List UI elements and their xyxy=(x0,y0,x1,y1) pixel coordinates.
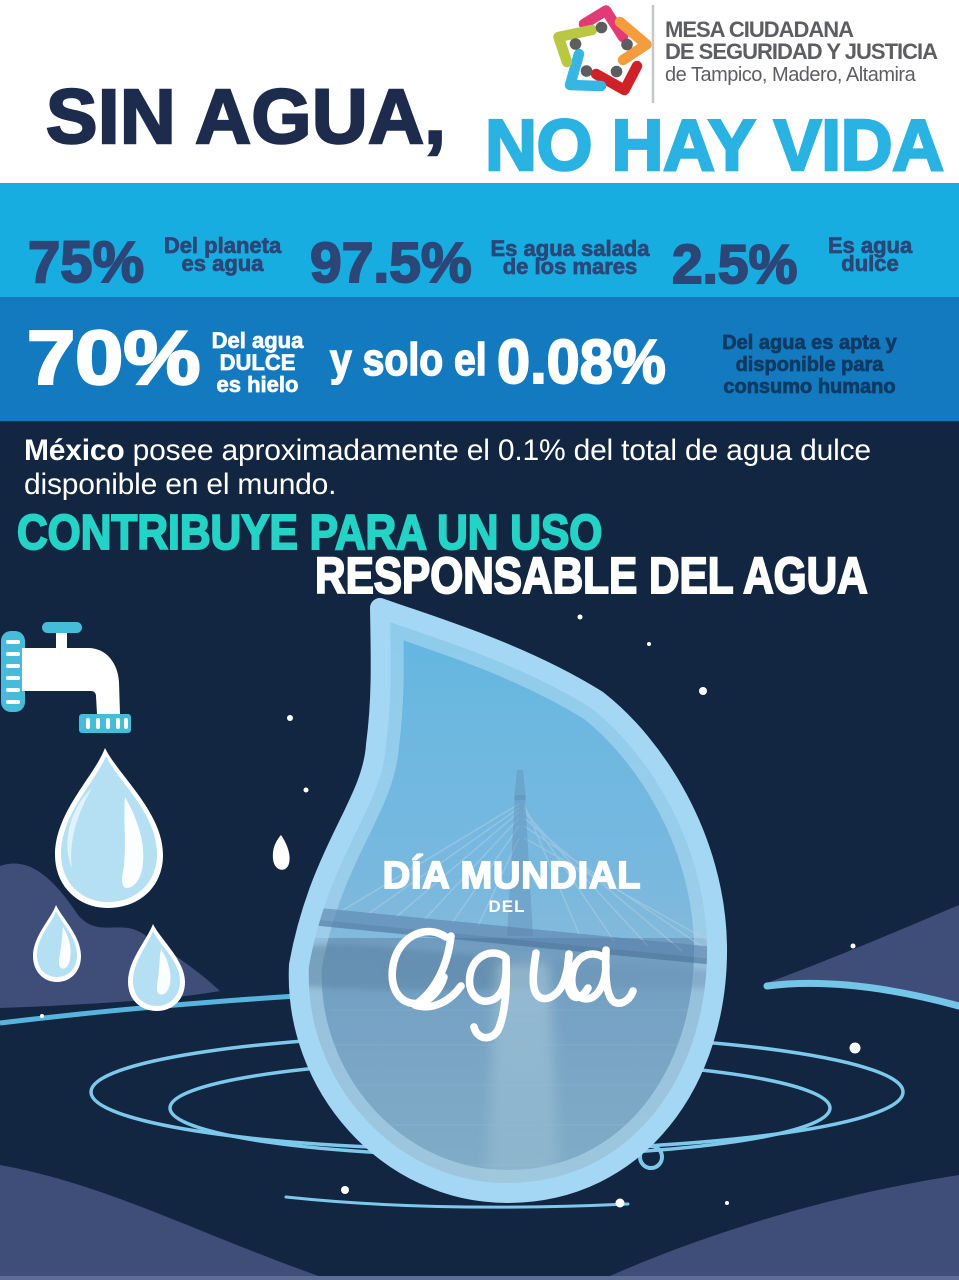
svg-text:DEL: DEL xyxy=(489,897,526,916)
svg-text:DÍA MUNDIAL: DÍA MUNDIAL xyxy=(383,853,642,897)
